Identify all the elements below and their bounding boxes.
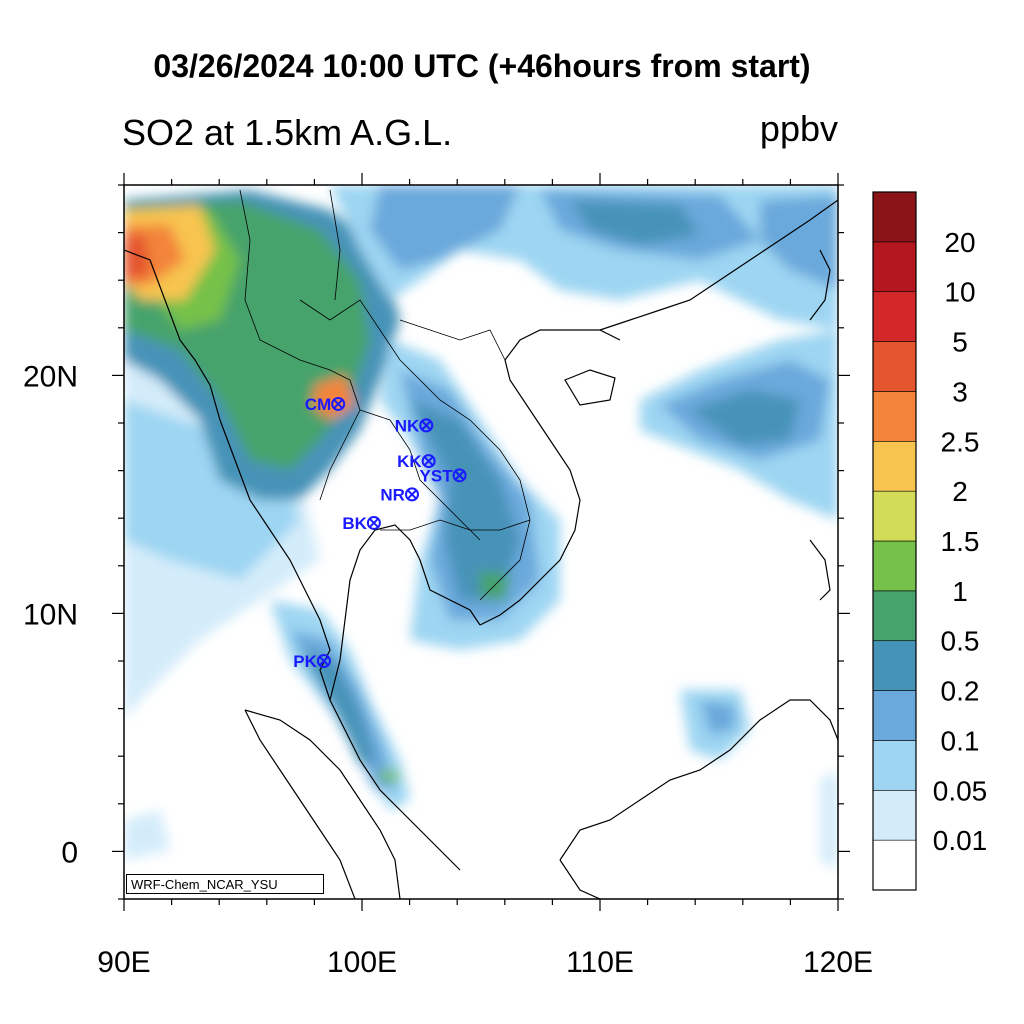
colorbar-segment <box>872 690 917 741</box>
station-label: BK <box>342 514 367 533</box>
colorbar: 0.01 0.05 0.1 0.2 0.5 1 1.5 2 2.5 3 5 10 20 <box>872 191 988 891</box>
colorbar-segment <box>872 540 917 592</box>
station-cross-icon <box>319 656 329 666</box>
colorbar-segment <box>872 640 917 691</box>
station-cross-icon <box>407 489 417 500</box>
station-marker-icon <box>452 468 467 483</box>
station-nr: NR <box>380 485 419 504</box>
station-yst: YST <box>420 466 467 485</box>
colorbar-label: 5 <box>952 327 968 358</box>
country-borders <box>239 189 531 601</box>
plot-frame <box>123 184 839 900</box>
colorbar-label: 20 <box>944 227 975 258</box>
station-marker-icon <box>331 396 346 411</box>
x-tick-label: 120E <box>803 946 873 979</box>
station-marker-icon <box>404 487 419 502</box>
colorbar-segment <box>872 291 917 342</box>
colorbar-segment <box>872 490 917 542</box>
station-bk: BK <box>342 514 381 533</box>
coastlines <box>124 199 838 899</box>
station-pk: PK <box>293 652 331 671</box>
colorbar-label: 2.5 <box>941 426 980 457</box>
colorbar-label: 0.05 <box>933 775 988 806</box>
variable-label: SO2 at 1.5km A.G.L. <box>122 112 453 153</box>
axis-ticks: 90E 100E 110E 120E 0 10N 20N <box>23 173 873 979</box>
colorbar-segment <box>872 740 917 791</box>
station-label: NK <box>395 416 420 435</box>
station-cross-icon <box>421 420 431 431</box>
station-label: CM <box>305 395 331 414</box>
station-kk: KK <box>397 452 436 471</box>
colorbar-frame <box>872 191 917 891</box>
colorbar-segment <box>872 341 917 392</box>
x-tick-label: 100E <box>327 946 397 979</box>
station-label: KK <box>397 452 422 471</box>
colorbar-segment <box>872 789 917 841</box>
colorbar-segment <box>872 590 917 642</box>
y-tick-label: 20N <box>23 360 78 393</box>
station-marker-icon <box>316 654 331 668</box>
station-nk: NK <box>395 416 434 435</box>
colorbar-label: 10 <box>944 277 975 308</box>
station-cross-icon <box>454 470 465 481</box>
map-title: 03/26/2024 10:00 UTC (+46hours from star… <box>153 48 811 84</box>
station-marker-icon <box>421 454 436 469</box>
colorbar-segment <box>872 391 917 442</box>
colorbar-label: 1.5 <box>941 526 980 557</box>
x-tick-label: 90E <box>97 946 150 979</box>
station-cm: CM <box>305 395 346 414</box>
station-label: YST <box>420 466 454 485</box>
colorbar-label: 3 <box>952 376 968 407</box>
colorbar-label: 2 <box>952 476 968 507</box>
model-credit: WRF-Chem_NCAR_YSU <box>126 874 324 894</box>
station-marker-icon <box>419 418 434 433</box>
y-tick-label: 0 <box>61 836 78 869</box>
colorbar-segment <box>872 440 917 492</box>
station-cross-icon <box>333 399 343 409</box>
colorbar-label: 0.01 <box>933 825 988 856</box>
x-tick-label: 110E <box>566 946 634 979</box>
station-cross-icon <box>369 518 379 528</box>
colorbar-label: 0.2 <box>941 676 980 707</box>
station-label: PK <box>293 652 317 671</box>
colorbar-segment <box>872 191 917 243</box>
y-tick-label: 10N <box>23 598 78 631</box>
colorbar-segment <box>872 839 917 891</box>
colorbar-label: 0.5 <box>941 626 980 657</box>
so2-concentration-field <box>124 185 838 899</box>
station-label: NR <box>380 485 405 504</box>
colorbar-segment <box>872 241 917 293</box>
units-label: ppbv <box>759 108 838 149</box>
station-cross-icon <box>423 456 434 466</box>
colorbar-label: 1 <box>952 576 968 607</box>
colorbar-label: 0.1 <box>941 725 980 756</box>
station-marker-icon <box>366 515 381 530</box>
